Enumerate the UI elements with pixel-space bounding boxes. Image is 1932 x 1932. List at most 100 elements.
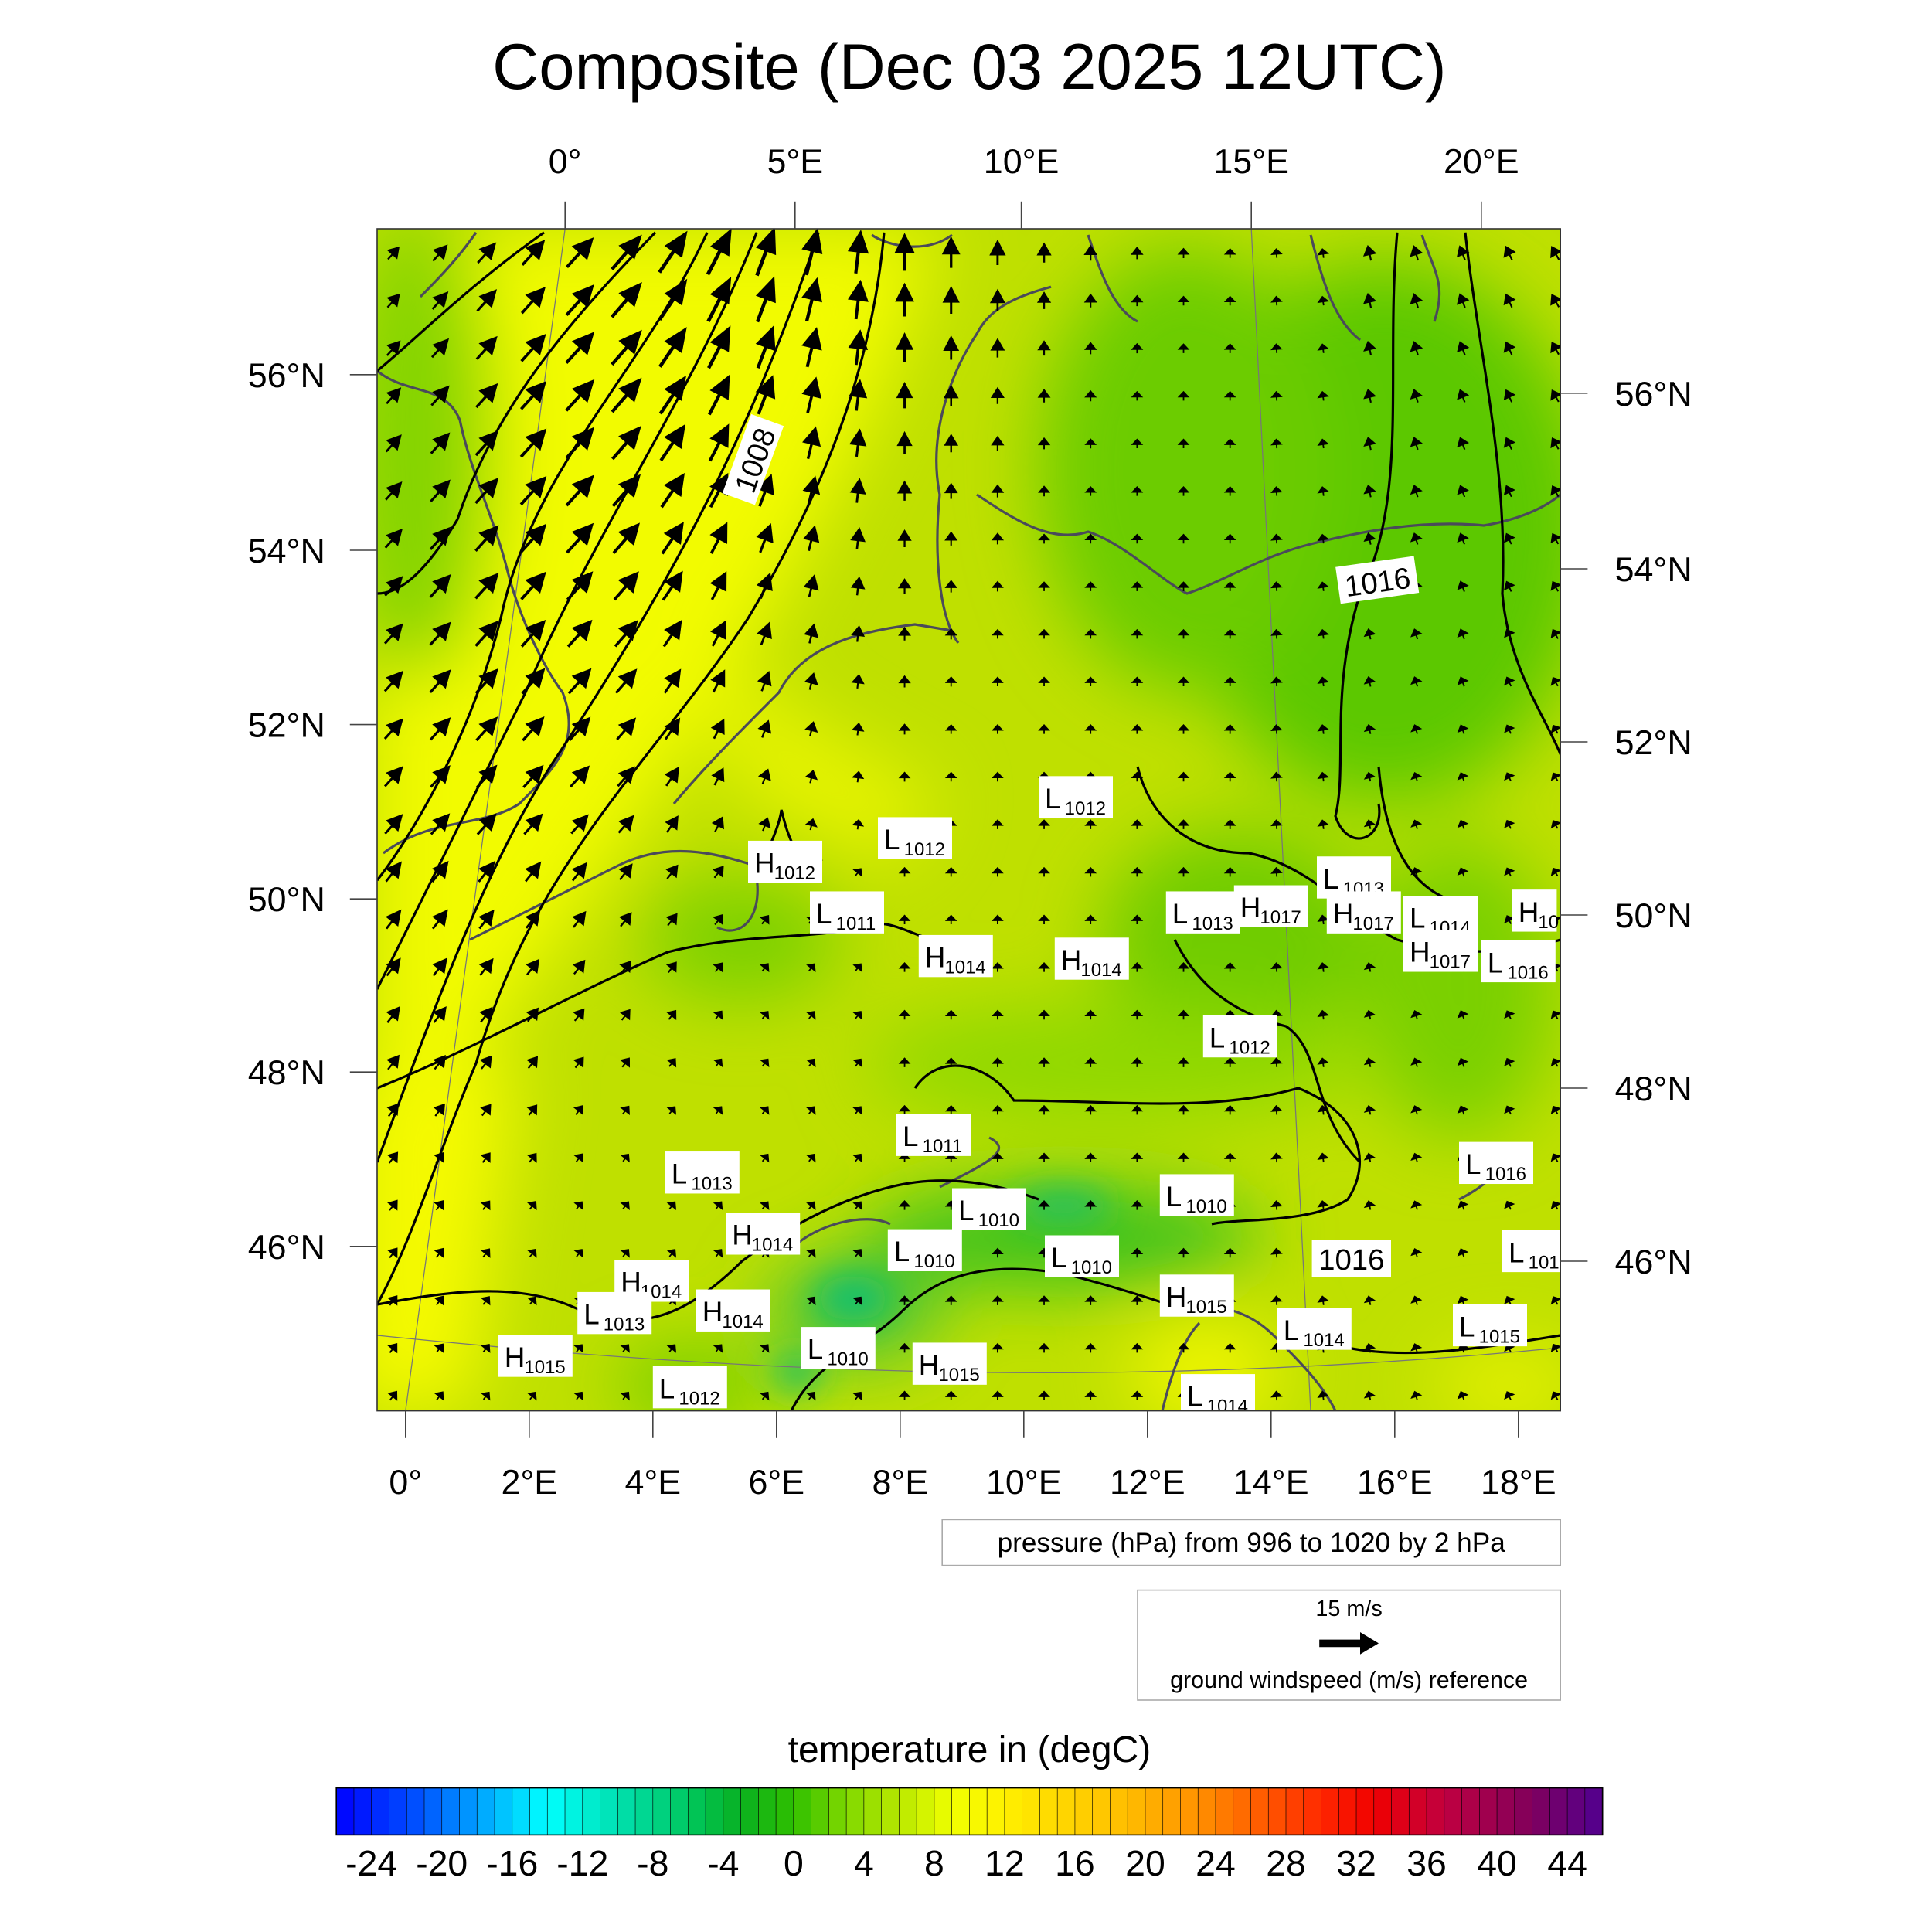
wind-arrow bbox=[991, 435, 1005, 451]
colorbar-swatch bbox=[1478, 1787, 1498, 1835]
colorbar-swatch bbox=[335, 1787, 355, 1835]
wind-arrow bbox=[989, 239, 1006, 265]
wind-arrow bbox=[1037, 437, 1051, 450]
colorbar-swatch bbox=[494, 1787, 513, 1835]
wind-arrow bbox=[1131, 914, 1144, 925]
wind-arrow bbox=[1550, 532, 1561, 545]
wind-arrow bbox=[1084, 1104, 1097, 1115]
wind-arrow bbox=[1550, 1200, 1561, 1210]
colorbar-swatch bbox=[353, 1787, 372, 1835]
wind-arrow bbox=[1084, 914, 1097, 925]
wind-arrow bbox=[387, 1342, 398, 1354]
wind-arrow bbox=[1457, 341, 1470, 355]
wind-arrow bbox=[1223, 962, 1236, 972]
wind-arrow bbox=[711, 816, 725, 832]
wind-arrow bbox=[991, 532, 1005, 545]
pressure-center-type: L bbox=[1323, 863, 1338, 895]
wind-arrow bbox=[1223, 819, 1236, 829]
wind-arrow bbox=[1223, 295, 1236, 306]
wind-arrow bbox=[896, 480, 913, 501]
wind-arrow bbox=[1363, 1105, 1376, 1115]
wind-arrow bbox=[611, 329, 642, 366]
wind-arrow bbox=[851, 624, 866, 642]
wind-arrow bbox=[1550, 342, 1561, 355]
pressure-center-type: H bbox=[1333, 898, 1354, 930]
wind-arrow bbox=[386, 340, 401, 356]
colorbar: temperature in (degC) -24 -20 -16 -12 -8 -4 0 4… bbox=[335, 1730, 1604, 1883]
low-pressure-label: L 1016 bbox=[1481, 940, 1556, 983]
wind-arrow bbox=[1457, 389, 1470, 403]
colorbar-swatch bbox=[1391, 1787, 1410, 1835]
colorbar-tick-label: -20 bbox=[416, 1843, 468, 1883]
colorbar-swatch bbox=[863, 1787, 883, 1835]
wind-arrow bbox=[618, 863, 633, 881]
wind-arrow bbox=[801, 376, 822, 413]
wind-arrow bbox=[666, 1249, 677, 1258]
pressure-center-value: 1013 bbox=[604, 1315, 645, 1335]
wind-arrow bbox=[1363, 388, 1376, 403]
wind-arrow bbox=[992, 914, 1004, 925]
wind-arrow bbox=[620, 1249, 630, 1258]
wind-arrow bbox=[1177, 247, 1190, 259]
colorbar-swatch bbox=[1074, 1787, 1094, 1835]
wind-arrow bbox=[522, 764, 544, 788]
wind-arrow bbox=[1363, 340, 1376, 355]
pressure-center-value: 1017 bbox=[1260, 907, 1301, 928]
colorbar-swatch bbox=[1549, 1787, 1568, 1835]
colorbar-swatch bbox=[1355, 1787, 1375, 1835]
wind-arrow bbox=[850, 527, 866, 549]
wind-arrow bbox=[1223, 438, 1236, 449]
wind-arrow bbox=[851, 674, 865, 689]
pressure-center-value: 1014 bbox=[1303, 1330, 1344, 1351]
wind-arrow bbox=[1131, 1104, 1144, 1115]
colorbar-swatch bbox=[617, 1787, 636, 1835]
colorbar-swatch bbox=[1250, 1787, 1270, 1835]
colorbar-swatch bbox=[1408, 1787, 1427, 1835]
pressure-center-type: L bbox=[1410, 903, 1425, 934]
wind-arrow bbox=[707, 374, 730, 416]
wind-arrow bbox=[1223, 248, 1236, 258]
wind-arrow bbox=[1177, 581, 1190, 591]
right-lat-label: 48°N bbox=[1615, 1070, 1692, 1108]
wind-arrow bbox=[1223, 771, 1236, 782]
pressure-center-value: 101 bbox=[1529, 1252, 1560, 1273]
wind-arrow bbox=[1131, 676, 1144, 687]
wind-arrow bbox=[712, 866, 724, 879]
wind-arrow bbox=[611, 377, 642, 413]
wind-arrow bbox=[1456, 245, 1470, 261]
wind-arrow bbox=[613, 571, 639, 601]
wind-arrow bbox=[943, 384, 959, 406]
wind-arrow bbox=[474, 573, 499, 600]
pressure-center-type: H bbox=[925, 942, 946, 974]
wind-arrow bbox=[1504, 1295, 1515, 1305]
wind-arrow bbox=[1317, 771, 1329, 782]
wind-arrow bbox=[1550, 1058, 1561, 1067]
wind-arrow bbox=[1084, 389, 1097, 402]
pressure-center-value: 1010 bbox=[1071, 1257, 1112, 1278]
colorbar-tick-label: 16 bbox=[1055, 1843, 1095, 1883]
wind-arrow bbox=[565, 284, 594, 317]
wind-arrow bbox=[1457, 628, 1469, 640]
colorbar-swatch bbox=[1162, 1787, 1182, 1835]
bottom-lon-label: 6°E bbox=[748, 1463, 804, 1502]
wind-arrow bbox=[992, 1247, 1004, 1258]
colorbar-tick-label: 20 bbox=[1125, 1843, 1165, 1883]
wind-arrow bbox=[1270, 1200, 1283, 1210]
wind-arrow bbox=[476, 813, 497, 835]
wind-arrow bbox=[383, 766, 403, 787]
bottom-lon-label: 8°E bbox=[872, 1463, 928, 1502]
wind-arrow bbox=[1270, 676, 1283, 687]
wind-arrow bbox=[757, 768, 771, 785]
wind-arrow bbox=[1550, 580, 1561, 592]
wind-arrow bbox=[1317, 486, 1329, 496]
low-pressure-label: L 1014 bbox=[1181, 1374, 1255, 1413]
wind-arrow bbox=[527, 1201, 537, 1211]
wind-arrow bbox=[992, 819, 1004, 829]
wind-arrow bbox=[1177, 295, 1190, 306]
wind-arrow bbox=[1270, 1247, 1283, 1258]
high-pressure-label: H 1014 bbox=[918, 934, 993, 978]
wind-arrow bbox=[432, 957, 447, 977]
wind-arrow bbox=[1504, 915, 1515, 924]
pressure-center-type: L bbox=[1187, 1381, 1202, 1413]
wind-arrow bbox=[1223, 533, 1236, 544]
